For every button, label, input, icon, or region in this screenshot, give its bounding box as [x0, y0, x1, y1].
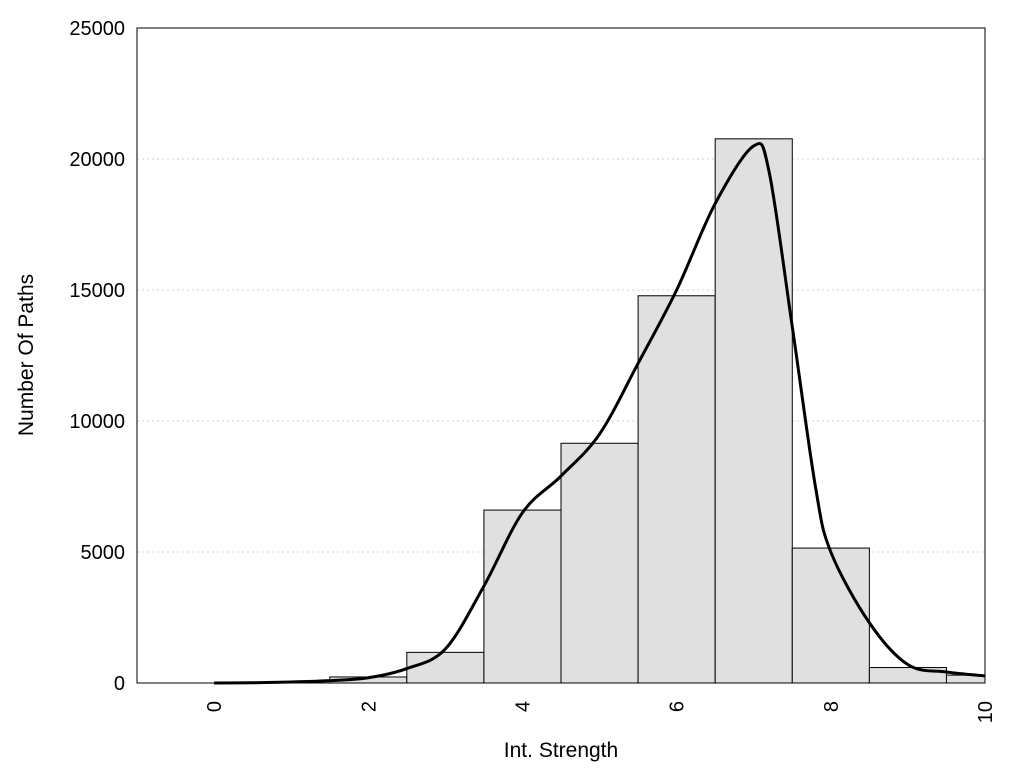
density-curve — [214, 142, 986, 685]
x-axis-ticks: 0 2 4 6 8 10 — [204, 701, 997, 723]
x-tick-label: 2 — [358, 701, 380, 712]
plot-frame — [136, 27, 986, 684]
x-tick-label: 0 — [204, 701, 226, 712]
y-tick-label: 15000 — [69, 280, 125, 302]
y-axis-ticks: 0 5000 10000 15000 20000 25000 — [69, 18, 125, 695]
y-tick-label: 0 — [114, 673, 125, 695]
x-axis-title: Int. Strength — [504, 739, 618, 762]
histogram-bar — [637, 295, 716, 684]
histogram-bar — [406, 651, 485, 684]
histogram-bar — [483, 509, 562, 684]
y-tick-label: 10000 — [69, 411, 125, 433]
x-tick-label: 6 — [667, 701, 689, 712]
y-tick-label: 25000 — [69, 18, 125, 40]
histogram-bar — [714, 138, 793, 684]
histogram-bar — [560, 442, 639, 684]
x-tick-label: 10 — [975, 701, 997, 723]
x-tick-label: 4 — [512, 701, 534, 712]
bars — [329, 138, 986, 684]
density-curve-layer — [214, 142, 986, 685]
y-axis-title: Number Of Paths — [15, 274, 38, 436]
y-tick-label: 20000 — [69, 149, 125, 171]
y-tick-label: 5000 — [81, 542, 126, 564]
histogram-bar — [791, 547, 870, 684]
x-tick-label: 8 — [821, 701, 843, 712]
